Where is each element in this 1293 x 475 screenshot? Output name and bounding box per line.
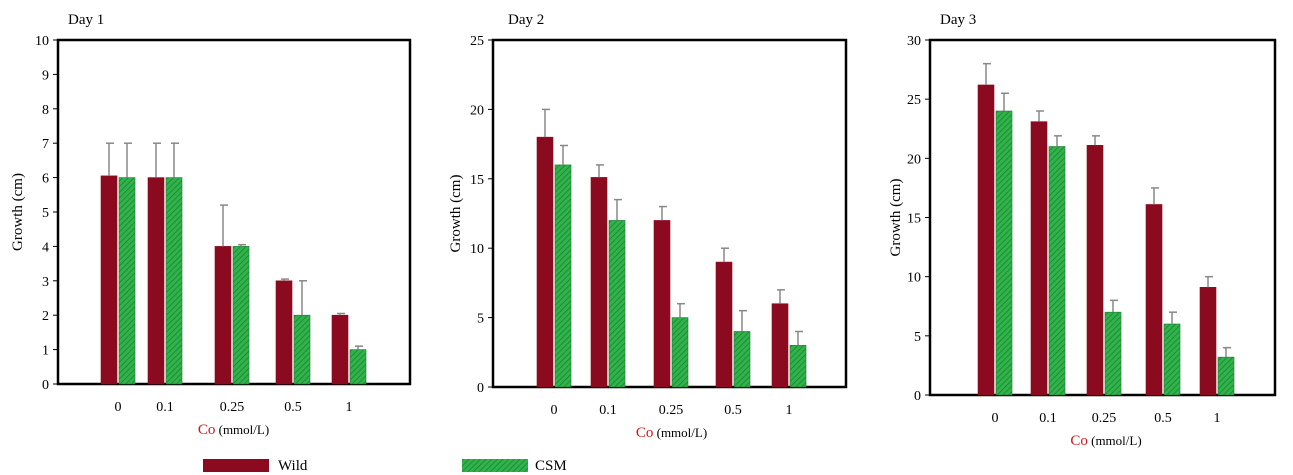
y-tick-label: 25 bbox=[907, 93, 921, 108]
bar-csm-1 bbox=[554, 164, 572, 388]
y-tick-label: 1 bbox=[42, 344, 49, 359]
bar-csm-1 bbox=[995, 110, 1013, 396]
y-tick-label: 2 bbox=[42, 309, 49, 324]
x-axis-label: Co (mmol/L) bbox=[636, 425, 707, 441]
y-tick-label: 15 bbox=[470, 173, 484, 188]
bar-wild-4 bbox=[715, 261, 733, 388]
bar-wild-2 bbox=[1030, 121, 1048, 396]
x-tick-label: 0.25 bbox=[659, 403, 684, 418]
y-axis-label: Growth (cm) bbox=[448, 175, 464, 253]
bar-csm-4 bbox=[293, 314, 311, 385]
chart-title: Day 2 bbox=[508, 12, 544, 28]
y-tick-label: 5 bbox=[477, 312, 484, 327]
y-tick-label: 5 bbox=[914, 330, 921, 345]
x-axis-label-unit: (mmol/L) bbox=[653, 425, 707, 440]
y-tick-label: 15 bbox=[907, 212, 921, 227]
x-tick-label: 0.1 bbox=[599, 403, 617, 418]
bar-wild-2 bbox=[590, 177, 608, 388]
bar-csm-1 bbox=[118, 177, 136, 385]
x-tick-label: 0.5 bbox=[284, 400, 302, 415]
bar-csm-3 bbox=[671, 317, 689, 388]
bar-wild-4 bbox=[275, 280, 293, 385]
y-tick-label: 5 bbox=[42, 206, 49, 221]
bar-wild-1 bbox=[977, 84, 995, 396]
bar-csm-4 bbox=[733, 331, 751, 388]
y-tick-label: 3 bbox=[42, 275, 49, 290]
y-tick-label: 20 bbox=[907, 152, 921, 167]
y-tick-label: 20 bbox=[470, 103, 484, 118]
bar-wild-3 bbox=[653, 220, 671, 388]
bar-csm-3 bbox=[1104, 311, 1122, 396]
y-axis-label: Growth (cm) bbox=[888, 179, 904, 257]
chart-panel-1: Day 1 0 1 2 3 4 5 6 7 8 9 10 Growth (cm) 0 0.1 0.25 0.5 1… bbox=[10, 12, 412, 438]
bar-wild-5 bbox=[771, 303, 789, 388]
bar-wild-1 bbox=[100, 175, 118, 385]
x-tick-label: 1 bbox=[1214, 411, 1221, 426]
bar-wild-3 bbox=[214, 246, 232, 385]
x-axis-label: Co (mmol/L) bbox=[198, 422, 269, 438]
x-tick-label: 0.25 bbox=[1092, 411, 1117, 426]
x-axis-label: Co (mmol/L) bbox=[1070, 433, 1141, 449]
legend-label-wild: Wild bbox=[278, 458, 308, 474]
y-tick-label: 0 bbox=[914, 389, 921, 404]
bar-wild-3 bbox=[1086, 145, 1104, 396]
bar-wild-5 bbox=[1199, 287, 1217, 396]
x-tick-label: 0.25 bbox=[220, 400, 245, 415]
chart-panel-3: Day 3 0 5 10 15 20 25 30 Growth (cm) 0 0.1 0.25 0.5 1… bbox=[888, 12, 1277, 449]
chart-title: Day 3 bbox=[940, 12, 976, 28]
x-tick-label: 0 bbox=[992, 411, 999, 426]
x-axis-label-unit: (mmol/L) bbox=[1088, 433, 1142, 448]
y-axis-label: Growth (cm) bbox=[10, 173, 26, 251]
bar-csm-2 bbox=[608, 220, 626, 388]
x-tick-label: 0 bbox=[115, 400, 122, 415]
bar-csm-2 bbox=[165, 177, 183, 385]
y-tick-label: 10 bbox=[470, 242, 484, 257]
legend: Wild CSM bbox=[203, 458, 567, 474]
x-axis-label-element: Co bbox=[636, 425, 654, 441]
chart-panel-2: Day 2 0 5 10 15 20 25 Growth (cm) 0 0.1 0.25 0.5 1 Co… bbox=[448, 12, 848, 441]
bar-wild-1 bbox=[536, 136, 554, 388]
bar-csm-4 bbox=[1163, 323, 1181, 396]
y-tick-label: 30 bbox=[907, 34, 921, 49]
legend-swatch-wild bbox=[203, 459, 269, 472]
x-tick-label: 0 bbox=[551, 403, 558, 418]
bar-wild-2 bbox=[147, 177, 165, 385]
y-tick-label: 0 bbox=[42, 378, 49, 393]
x-tick-label: 0.1 bbox=[156, 400, 174, 415]
x-axis-label-element: Co bbox=[1070, 433, 1088, 449]
x-axis-label-unit: (mmol/L) bbox=[215, 422, 269, 437]
y-tick-label: 8 bbox=[42, 103, 49, 118]
x-tick-label: 0.1 bbox=[1039, 411, 1057, 426]
bar-wild-4 bbox=[1145, 204, 1163, 396]
legend-swatch-csm bbox=[462, 459, 528, 472]
bar-csm-2 bbox=[1048, 146, 1066, 396]
bar-wild-5 bbox=[331, 314, 349, 385]
bar-csm-5 bbox=[1217, 356, 1235, 396]
y-tick-label: 9 bbox=[42, 68, 49, 83]
y-tick-label: 10 bbox=[907, 271, 921, 286]
x-tick-label: 1 bbox=[346, 400, 353, 415]
x-tick-label: 1 bbox=[786, 403, 793, 418]
y-tick-label: 6 bbox=[42, 172, 49, 187]
y-tick-label: 7 bbox=[42, 137, 49, 152]
y-tick-label: 0 bbox=[477, 381, 484, 396]
bar-csm-5 bbox=[789, 345, 807, 388]
x-axis-label-element: Co bbox=[198, 422, 216, 438]
x-tick-label: 0.5 bbox=[724, 403, 742, 418]
chart-title: Day 1 bbox=[68, 12, 104, 28]
y-tick-label: 25 bbox=[470, 34, 484, 49]
y-tick-label: 10 bbox=[35, 34, 49, 49]
bar-csm-3 bbox=[232, 246, 250, 385]
bar-csm-5 bbox=[349, 349, 367, 385]
x-tick-label: 0.5 bbox=[1154, 411, 1172, 426]
legend-label-csm: CSM bbox=[535, 458, 567, 474]
y-tick-label: 4 bbox=[42, 240, 49, 255]
